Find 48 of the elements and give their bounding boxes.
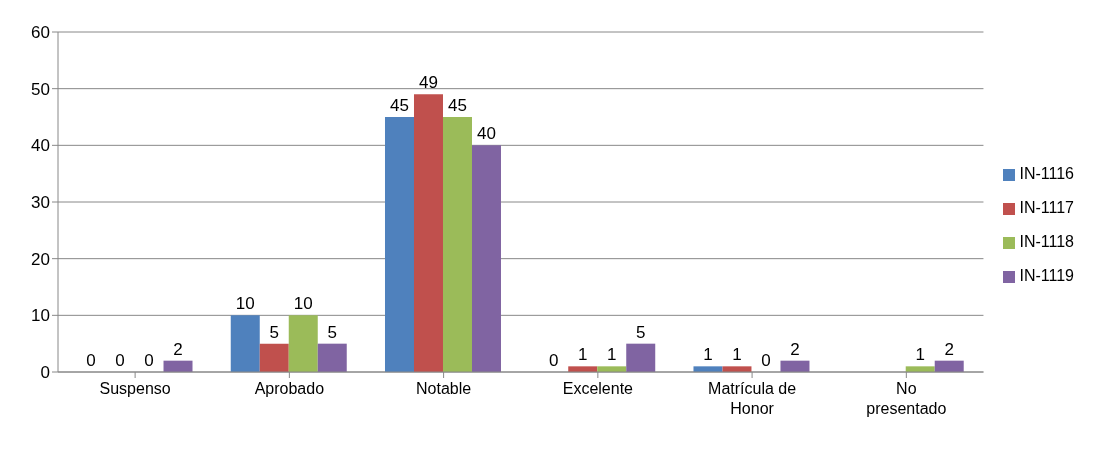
- y-tick-label: 20: [31, 249, 50, 269]
- data-label: 5: [269, 322, 279, 342]
- bar: [288, 315, 318, 372]
- data-label: 5: [636, 322, 646, 342]
- y-tick-label: 30: [31, 193, 50, 213]
- x-tick-label: Suspenso: [99, 380, 171, 397]
- bar: [471, 145, 501, 372]
- data-label: 10: [293, 294, 313, 314]
- y-tick-label: 10: [31, 306, 50, 326]
- data-label: 10: [235, 294, 255, 314]
- data-label: 2: [790, 339, 800, 359]
- bar: [626, 343, 656, 372]
- data-label: 49: [419, 73, 438, 93]
- y-tick-label: 40: [31, 136, 50, 156]
- x-tick-label: Matrícula de Honor: [708, 380, 797, 417]
- data-label: 45: [448, 96, 467, 115]
- x-tick-label: Notable: [416, 380, 472, 397]
- legend-label: IN-1119: [1019, 267, 1074, 284]
- data-label: 5: [327, 322, 337, 342]
- data-label: 0: [549, 350, 559, 370]
- y-tick-label: 0: [40, 363, 50, 383]
- legend-label: IN-1118: [1019, 233, 1074, 250]
- x-tick-label: Excelente: [562, 380, 634, 397]
- data-label: 0: [86, 350, 96, 370]
- data-label: 2: [173, 339, 183, 359]
- y-tick-label: 50: [31, 79, 50, 99]
- bar: [230, 315, 260, 372]
- data-label: 0: [144, 350, 154, 370]
- legend-label: IN-1116: [1019, 165, 1074, 182]
- data-label: 1: [703, 345, 713, 365]
- data-label: 40: [477, 124, 496, 144]
- y-tick-label: 60: [31, 23, 50, 43]
- data-label: 1: [607, 345, 617, 365]
- data-label: 2: [944, 339, 954, 359]
- data-label: 1: [732, 345, 742, 365]
- data-label: 45: [390, 96, 409, 115]
- bar: [384, 117, 414, 372]
- bar: [442, 117, 472, 372]
- data-label: 1: [915, 345, 925, 365]
- data-label: 0: [761, 350, 771, 370]
- legend-label: IN-1117: [1019, 199, 1074, 216]
- data-label: 1: [578, 345, 588, 365]
- x-tick-label: No presentado: [866, 380, 947, 417]
- bar: [259, 343, 289, 372]
- bar: [317, 343, 347, 372]
- x-tick-label: Aprobado: [254, 380, 325, 397]
- bar: [413, 94, 443, 372]
- data-label: 0: [115, 350, 125, 370]
